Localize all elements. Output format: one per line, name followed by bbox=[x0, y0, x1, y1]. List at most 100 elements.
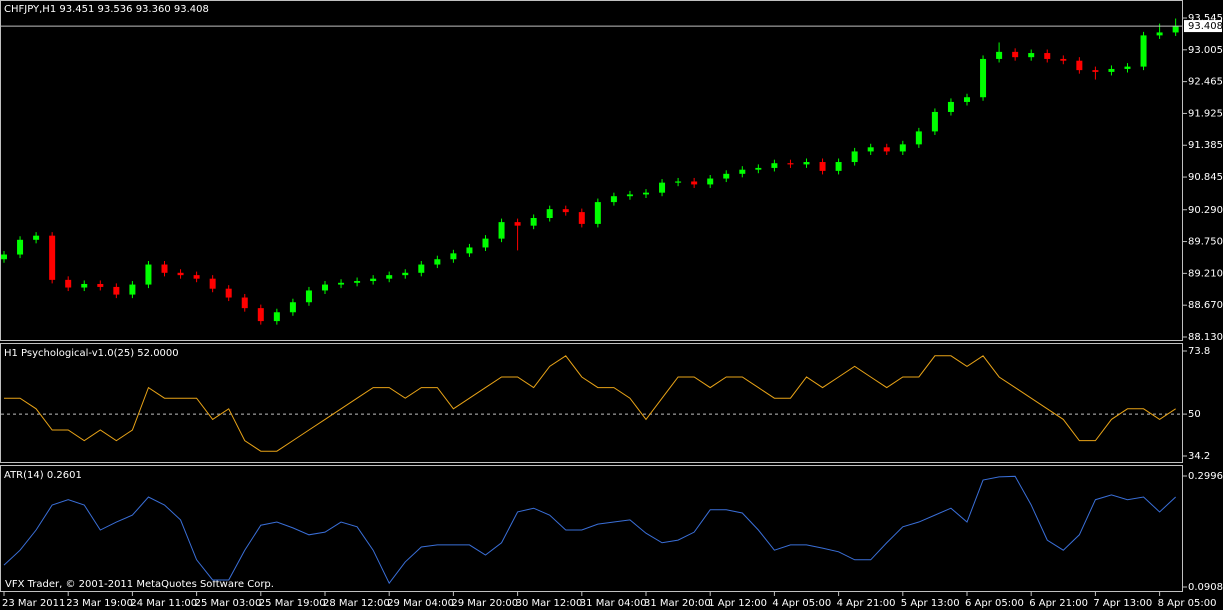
x-tick-label: 23 Mar 19:00 bbox=[66, 598, 133, 609]
y-tick-label: 88.670 bbox=[1188, 300, 1223, 311]
candle-body bbox=[835, 162, 842, 171]
x-tick-label: 31 Mar 20:00 bbox=[644, 598, 711, 609]
y-tick-label: 90.845 bbox=[1188, 172, 1223, 183]
y-tick-label: 93.545 bbox=[1188, 13, 1223, 24]
candle-body bbox=[530, 218, 537, 226]
candle-body bbox=[97, 283, 104, 287]
x-tick-label: 1 Apr 12:00 bbox=[708, 598, 767, 609]
candle-body bbox=[562, 209, 569, 213]
x-tick-label: 30 Mar 12:00 bbox=[516, 598, 583, 609]
y-tick-label: 92.465 bbox=[1188, 77, 1223, 88]
last-price-label: 93.408 bbox=[1188, 21, 1223, 32]
candle-body bbox=[626, 194, 633, 197]
x-tick-label: 25 Mar 19:00 bbox=[259, 598, 326, 609]
candle-body bbox=[594, 202, 601, 224]
y-tick-label: 0.0908 bbox=[1188, 582, 1223, 593]
candle-body bbox=[819, 162, 826, 171]
candle-body bbox=[771, 163, 778, 168]
candle-body bbox=[386, 275, 393, 279]
y-tick-label: 91.925 bbox=[1188, 108, 1223, 119]
candle-body bbox=[1060, 58, 1067, 61]
candle-body bbox=[739, 169, 746, 174]
candle-body bbox=[1012, 51, 1019, 58]
candle-body bbox=[241, 297, 248, 309]
x-tick-label: 4 Apr 21:00 bbox=[837, 598, 896, 609]
candle-body bbox=[610, 196, 617, 203]
candle-body bbox=[33, 235, 40, 240]
x-tick-label: 31 Mar 04:00 bbox=[580, 598, 647, 609]
indicator-line bbox=[4, 355, 1176, 452]
candle-body bbox=[964, 97, 970, 102]
candle-body bbox=[851, 151, 858, 163]
candle-body bbox=[81, 283, 88, 288]
x-tick-label: 6 Apr 21:00 bbox=[1029, 598, 1088, 609]
y-tick-label: 73.8 bbox=[1188, 346, 1210, 357]
candle-body bbox=[691, 181, 698, 185]
candle-body bbox=[931, 111, 938, 132]
candle-body bbox=[1092, 70, 1099, 72]
candle-body bbox=[755, 167, 762, 170]
x-tick-label: 24 Mar 11:00 bbox=[130, 598, 197, 609]
panel-title: H1 Psychological-v1.0(25) 52.0000 bbox=[4, 348, 179, 359]
candle-body bbox=[707, 178, 714, 185]
candle-body bbox=[370, 278, 377, 282]
candle-body bbox=[17, 239, 24, 255]
candle-body bbox=[980, 58, 987, 98]
candle-body bbox=[482, 238, 489, 248]
candle-body bbox=[129, 284, 136, 295]
candle-body bbox=[1076, 60, 1083, 71]
y-tick-label: 93.005 bbox=[1188, 45, 1223, 56]
candle-body bbox=[1172, 26, 1179, 33]
x-tick-label: 4 Apr 05:00 bbox=[772, 598, 831, 609]
candle-body bbox=[402, 272, 409, 276]
x-tick-label: 8 Apr 05:00 bbox=[1158, 598, 1217, 609]
panel-title: ATR(14) 0.2601 bbox=[4, 470, 82, 481]
x-tick-label: 25 Mar 03:00 bbox=[195, 598, 262, 609]
x-tick-label: 28 Mar 12:00 bbox=[323, 598, 390, 609]
y-tick-label: 89.750 bbox=[1188, 237, 1223, 248]
y-tick-label: 91.385 bbox=[1188, 140, 1223, 151]
indicator-line bbox=[3, 475, 1176, 585]
x-tick-label: 23 Mar 2011 bbox=[2, 598, 65, 609]
price-panel bbox=[0, 0, 1183, 341]
candle-body bbox=[1028, 53, 1035, 58]
y-tick-label: 50 bbox=[1188, 409, 1201, 420]
candle-body bbox=[1156, 32, 1163, 36]
y-tick-label: 88.130 bbox=[1188, 332, 1223, 343]
candle-body bbox=[466, 247, 473, 254]
candle-body bbox=[803, 162, 810, 165]
candle-body bbox=[867, 147, 874, 152]
candle-body bbox=[1124, 66, 1131, 69]
candle-body bbox=[1, 254, 7, 260]
candle-body bbox=[1044, 53, 1051, 59]
candle-body bbox=[225, 288, 232, 298]
candle-body bbox=[161, 264, 168, 273]
candle-body bbox=[273, 312, 280, 322]
x-tick-label: 7 Apr 13:00 bbox=[1093, 598, 1152, 609]
y-tick-label: 90.290 bbox=[1188, 205, 1223, 216]
footer: VFX Trader, © 2001-2011 MetaQuotes Softw… bbox=[5, 579, 274, 590]
candle-body bbox=[899, 144, 906, 152]
candle-body bbox=[49, 235, 56, 280]
candle-body bbox=[434, 259, 441, 265]
candle-body bbox=[209, 278, 216, 289]
candle-body bbox=[546, 209, 553, 219]
candle-body bbox=[338, 282, 345, 285]
candle-body bbox=[1108, 68, 1115, 72]
candle-body bbox=[113, 286, 120, 295]
candle-body bbox=[947, 101, 954, 112]
last-price-box bbox=[1184, 20, 1222, 33]
candle-body bbox=[322, 284, 328, 291]
candle-body bbox=[289, 302, 296, 313]
candle-body bbox=[65, 279, 72, 288]
y-tick-label: 0.2996 bbox=[1188, 471, 1223, 482]
candle-body bbox=[177, 272, 184, 276]
candle-body bbox=[418, 264, 425, 273]
x-tick-label: 6 Apr 05:00 bbox=[965, 598, 1024, 609]
candle-body bbox=[675, 181, 682, 183]
candle-body bbox=[1140, 35, 1147, 67]
atr-panel bbox=[0, 465, 1183, 592]
candle-body bbox=[305, 290, 312, 303]
